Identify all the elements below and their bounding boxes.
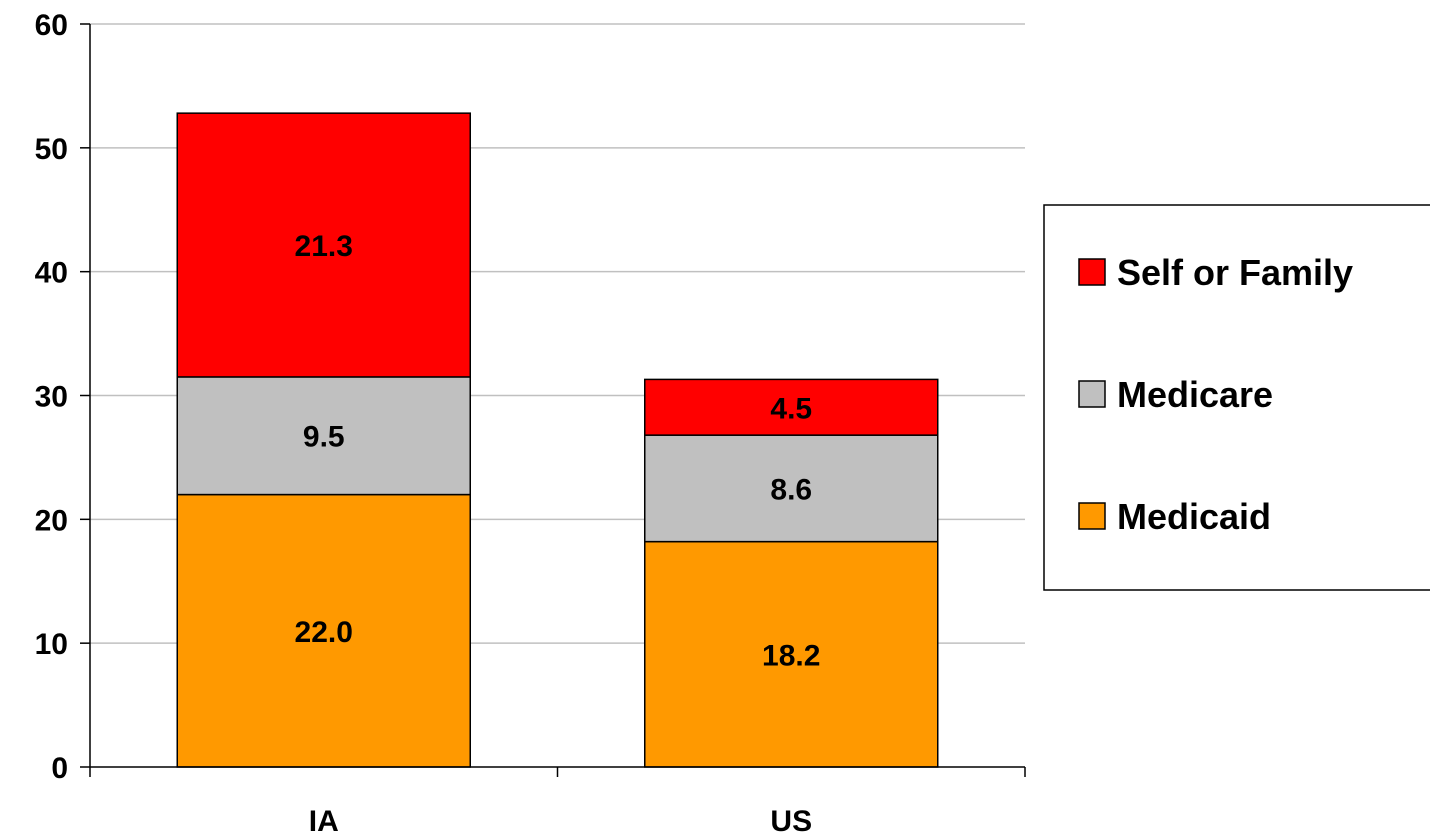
x-category-label-us: US <box>770 805 812 838</box>
data-label-ia-self-or-family: 21.3 <box>295 230 353 263</box>
bar-ia-medicare <box>176 376 471 496</box>
data-labels: 22.0 9.5 21.3 18.2 8.6 4.5 <box>295 230 821 672</box>
legend: Self or Family Medicare Medicaid <box>1043 204 1430 591</box>
legend-label-medicare: Medicare <box>1117 374 1273 415</box>
legend-label-medicaid: Medicaid <box>1117 496 1271 537</box>
y-tick-label-60: 60 <box>35 9 68 42</box>
legend-swatch-medicare <box>1078 380 1106 408</box>
legend-box <box>1043 204 1430 591</box>
data-label-us-medicaid: 18.2 <box>762 639 820 672</box>
data-label-ia-medicaid: 22.0 <box>295 616 353 649</box>
bar-us-medicare <box>644 434 939 543</box>
bar-us-self-or-family <box>644 378 939 436</box>
x-category-label-ia: IA <box>309 805 339 838</box>
y-tick-label-20: 20 <box>35 504 68 537</box>
bar-ia-self-or-family <box>176 112 471 378</box>
y-axis-tick-labels: 0 10 20 30 40 50 60 <box>35 9 68 785</box>
y-tick-label-40: 40 <box>35 257 68 290</box>
y-tick-label-0: 0 <box>51 752 68 785</box>
legend-label-self-or-family: Self or Family <box>1117 252 1353 293</box>
y-tick-label-30: 30 <box>35 381 68 414</box>
legend-swatch-self-or-family <box>1078 258 1106 286</box>
legend-swatch-medicaid <box>1078 502 1106 530</box>
y-tick-label-10: 10 <box>35 628 68 661</box>
bar-ia-medicaid <box>176 493 471 768</box>
data-label-ia-medicare: 9.5 <box>303 421 345 454</box>
y-tick-label-50: 50 <box>35 133 68 166</box>
bars <box>176 112 939 768</box>
data-label-us-medicare: 8.6 <box>770 473 812 506</box>
x-axis-category-labels: IA US <box>309 805 812 838</box>
data-label-us-self-or-family: 4.5 <box>770 392 812 425</box>
axes <box>80 23 1026 777</box>
